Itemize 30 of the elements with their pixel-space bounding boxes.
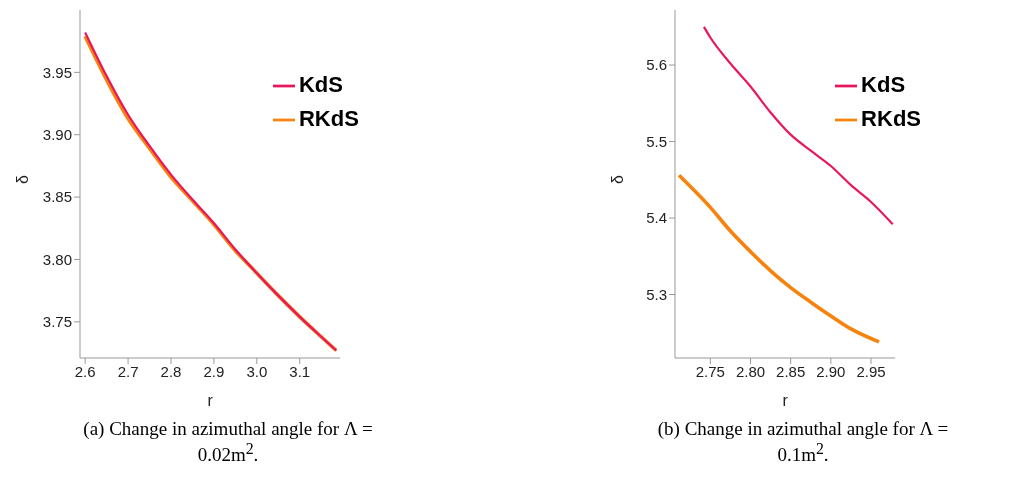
x-tick-label: 2.9 xyxy=(203,362,225,380)
x-tick-label: 2.75 xyxy=(695,362,725,380)
x-tick-label: 2.8 xyxy=(160,362,182,380)
x-axis-title: r xyxy=(207,392,214,409)
x-tick-label: 2.85 xyxy=(776,362,806,380)
y-tick-label: 5.3 xyxy=(646,285,667,303)
legend-label: RKdS xyxy=(861,106,921,131)
x-tick-label: 2.80 xyxy=(735,362,766,380)
y-axis-title: δ xyxy=(608,175,626,184)
y-axis-title: δ xyxy=(13,175,31,184)
x-tick-label: 2.7 xyxy=(117,362,139,380)
x-tick-label: 3.1 xyxy=(289,362,311,380)
text: (b) Change in azimuthal angle for Λ = 0.1m$^{2}$. xyxy=(656,418,950,467)
y-tick-label: 5.4 xyxy=(646,209,667,227)
text: (a) Change in azimuthal angle for Λ = 0.02m$^{2}$. xyxy=(82,418,374,467)
legend-label: RKdS xyxy=(298,106,359,131)
x-tick-label: 2.90 xyxy=(816,362,846,380)
y-tick-label: 3.80 xyxy=(42,250,72,268)
legend-label: KdS xyxy=(298,72,343,97)
x-tick-label: 2.95 xyxy=(856,362,886,380)
y-tick-label: 5.6 xyxy=(646,56,667,74)
y-tick-label: 5.5 xyxy=(646,132,667,150)
x-tick-label: 2.6 xyxy=(74,362,96,380)
x-tick-label: 3.0 xyxy=(246,362,268,380)
y-tick-label: 3.95 xyxy=(42,63,72,81)
y-tick-label: 3.85 xyxy=(42,188,72,206)
x-axis-title: r xyxy=(782,392,789,409)
y-tick-label: 3.75 xyxy=(42,313,72,331)
legend-label: KdS xyxy=(861,72,906,97)
y-tick-label: 3.90 xyxy=(42,126,72,144)
